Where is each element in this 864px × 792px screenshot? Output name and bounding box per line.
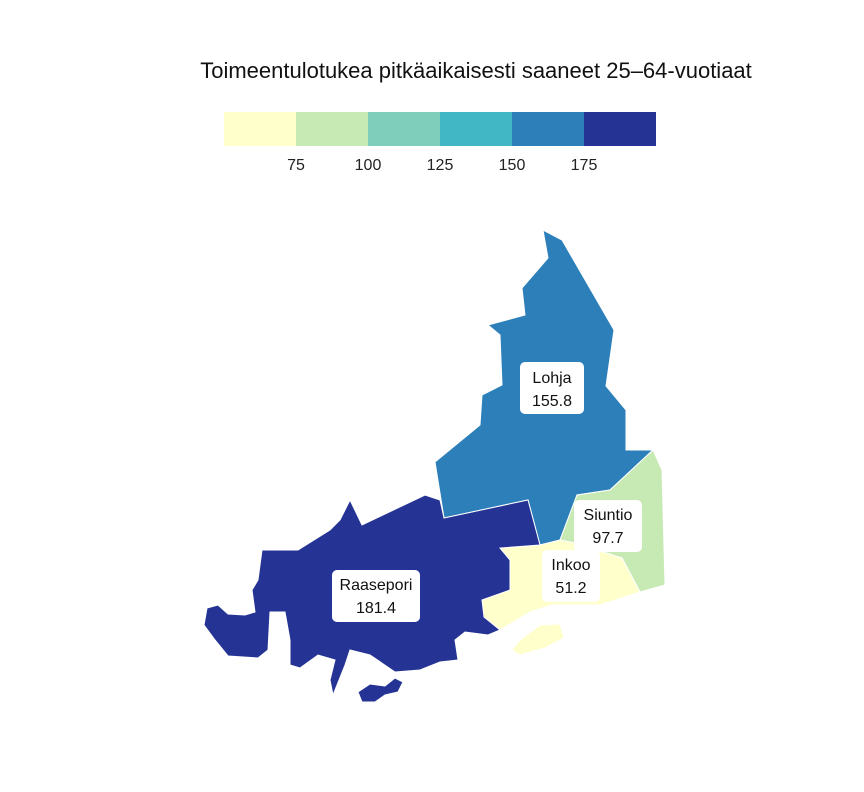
legend-tick-2: 125 [427, 157, 454, 174]
color-legend: 75 100 125 150 175 [224, 112, 656, 174]
label-siuntio-value: 97.7 [592, 530, 623, 547]
label-lohja-value: 155.8 [532, 393, 572, 410]
label-siuntio-name: Siuntio [584, 507, 633, 524]
legend-swatch-1 [296, 112, 368, 146]
label-raasepori-name: Raasepori [340, 577, 413, 594]
legend-tick-1: 100 [355, 157, 382, 174]
legend-swatch-4 [512, 112, 584, 146]
map-title: Toimeentulotukea pitkäaikaisesti saaneet… [200, 58, 752, 83]
label-inkoo-value: 51.2 [555, 580, 586, 597]
legend-swatch-5 [584, 112, 656, 146]
region-raasepori-island [357, 677, 404, 703]
legend-tick-3: 150 [499, 157, 526, 174]
label-raasepori: Raasepori 181.4 [332, 570, 420, 622]
legend-tick-4: 175 [571, 157, 598, 174]
label-lohja: Lohja 155.8 [520, 362, 584, 414]
label-siuntio: Siuntio 97.7 [574, 500, 642, 552]
legend-swatch-0 [224, 112, 296, 146]
legend-swatch-2 [368, 112, 440, 146]
map-regions [203, 229, 666, 703]
label-inkoo: Inkoo 51.2 [542, 550, 600, 602]
label-inkoo-name: Inkoo [551, 557, 590, 574]
legend-swatch-3 [440, 112, 512, 146]
region-inkoo-island [511, 623, 565, 656]
legend-tick-0: 75 [287, 157, 305, 174]
label-lohja-name: Lohja [532, 370, 571, 387]
label-raasepori-value: 181.4 [356, 600, 396, 617]
